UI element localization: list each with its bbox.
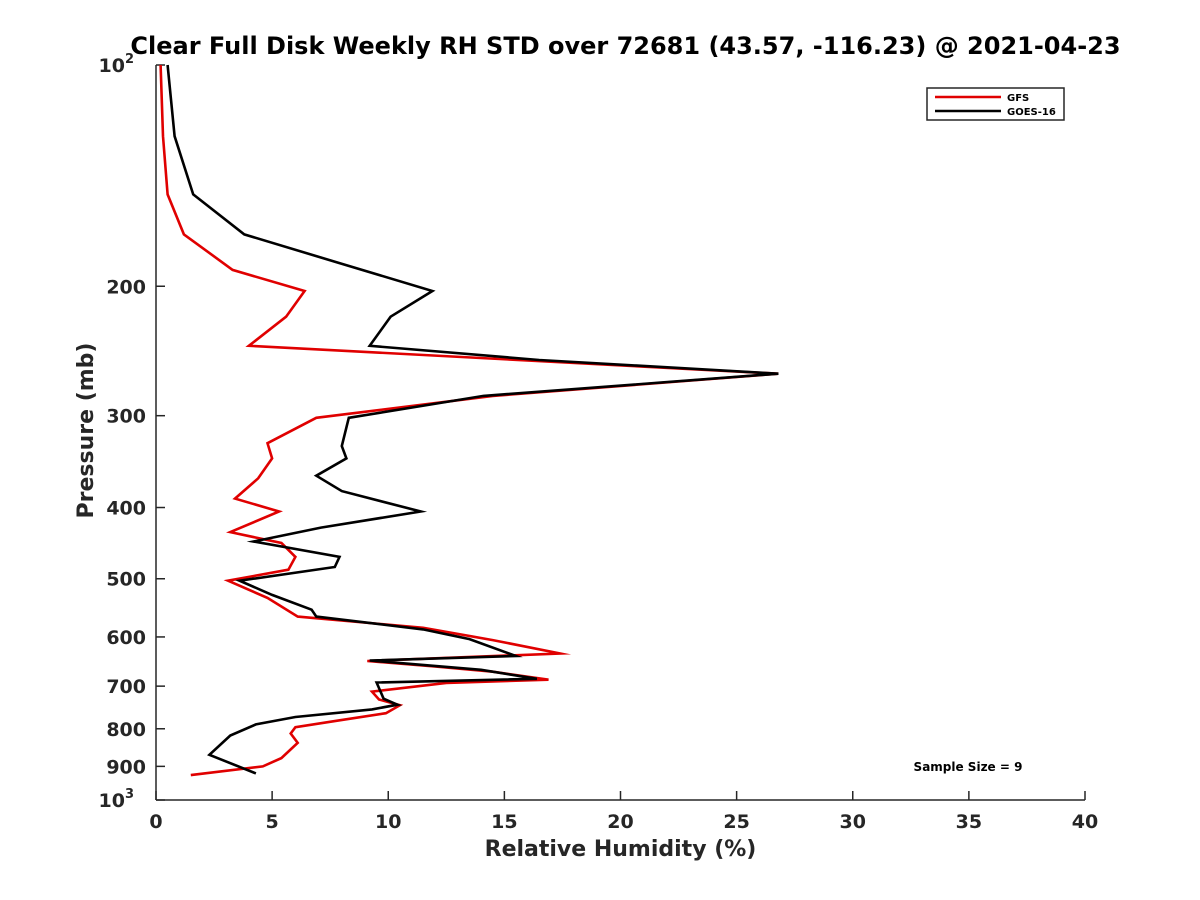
x-tick-label: 0 <box>149 811 162 833</box>
chart-title: Clear Full Disk Weekly RH STD over 72681… <box>130 32 1120 60</box>
x-tick-label: 40 <box>1072 811 1098 833</box>
x-tick-label: 20 <box>607 811 633 833</box>
legend-entry: GFS <box>1007 93 1029 104</box>
y-tick-label: 700 <box>106 676 146 698</box>
y-tick-label: 103 <box>99 787 135 812</box>
sample-size-annotation: Sample Size = 9 <box>914 760 1023 774</box>
axes: 0 5 10 15 20 25 30 35 40 102 200 300 400 500 600 700 800… <box>99 52 1099 833</box>
x-tick-label: 35 <box>956 811 982 833</box>
y-tick-label: 900 <box>106 756 146 778</box>
series-layer <box>159 64 779 777</box>
series-line-goes-16 <box>166 64 779 775</box>
x-axis-label: Relative Humidity (%) <box>485 837 757 862</box>
y-tick-label: 400 <box>106 498 146 520</box>
x-tick-label: 15 <box>491 811 517 833</box>
y-tick-label: 800 <box>106 719 146 741</box>
x-tick-label: 30 <box>840 811 866 833</box>
legend-entry: GOES-16 <box>1007 107 1056 118</box>
y-axis-label: Pressure (mb) <box>74 343 99 519</box>
y-tick-label: 600 <box>106 627 146 649</box>
x-tick-label: 25 <box>723 811 749 833</box>
y-tick-label: 300 <box>106 406 146 428</box>
legend: GFS GOES-16 <box>926 87 1065 121</box>
x-tick-label: 10 <box>375 811 401 833</box>
legend-box <box>926 87 1065 121</box>
series-line-gfs <box>159 64 779 777</box>
x-tick-label: 5 <box>266 811 279 833</box>
y-tick-label: 102 <box>99 52 135 77</box>
y-tick-label: 500 <box>106 569 146 591</box>
y-tick-label: 200 <box>106 276 146 298</box>
